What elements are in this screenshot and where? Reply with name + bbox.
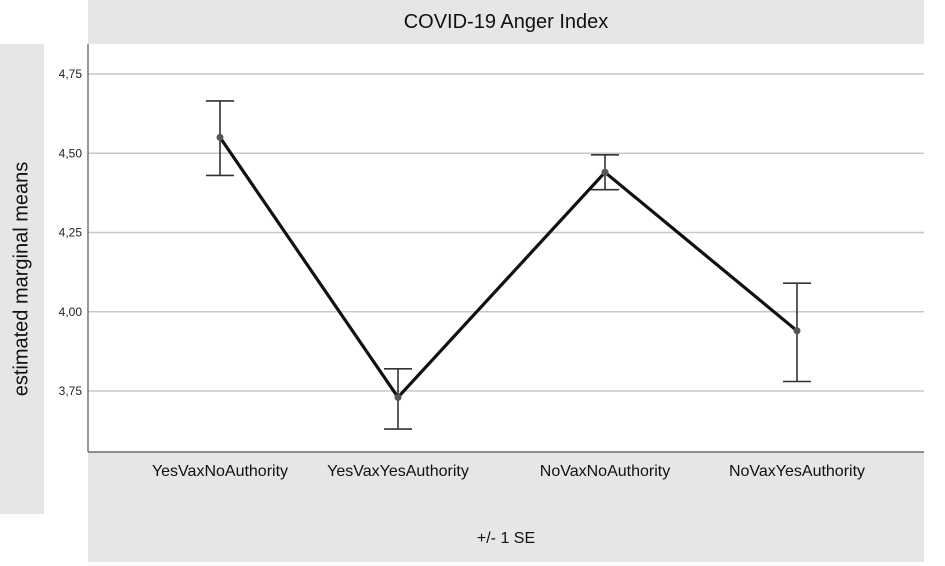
y-axis-label-panel — [0, 44, 44, 514]
data-point — [793, 327, 801, 335]
x-category-label: YesVaxYesAuthority — [327, 463, 469, 480]
y-tick-label: 4,75 — [59, 67, 83, 81]
y-tick-label: 4,25 — [59, 226, 83, 240]
y-tick-label: 3,75 — [59, 384, 83, 398]
y-tick-label: 4,00 — [59, 305, 83, 319]
series-line — [218, 136, 799, 399]
data-point — [601, 168, 609, 176]
x-category-label: NoVaxNoAuthority — [540, 463, 670, 480]
x-category-label: YesVaxNoAuthority — [152, 463, 288, 480]
x-axis-label-panel: +/- 1 SE — [88, 452, 924, 562]
y-tick-label: 4,50 — [59, 146, 83, 160]
data-point — [216, 133, 224, 141]
chart-title: COVID-19 Anger Index — [88, 0, 924, 44]
data-point — [394, 393, 402, 401]
x-axis-label: +/- 1 SE — [476, 530, 536, 547]
x-category-label: NoVaxYesAuthority — [729, 463, 865, 480]
